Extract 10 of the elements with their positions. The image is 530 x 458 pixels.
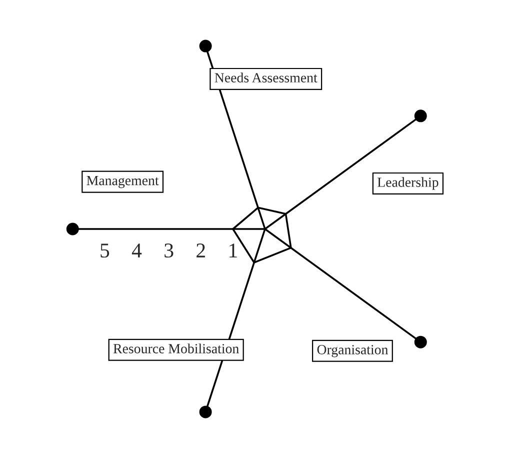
spoke-label: Resource Mobilisation <box>113 344 239 354</box>
y-tick-label: 4 <box>132 244 142 258</box>
y-tick-label: 5 <box>100 244 110 258</box>
y-tick-label: 2 <box>196 244 205 258</box>
spoke-label: Needs Assessment <box>214 72 318 82</box>
spoke-label: Management <box>86 176 159 188</box>
y-tick-label: 1 <box>230 244 237 258</box>
y-tick-label: 3 <box>164 244 174 258</box>
spoke-label: Leadership <box>378 177 438 190</box>
spoke-label: Organisation <box>317 345 388 358</box>
